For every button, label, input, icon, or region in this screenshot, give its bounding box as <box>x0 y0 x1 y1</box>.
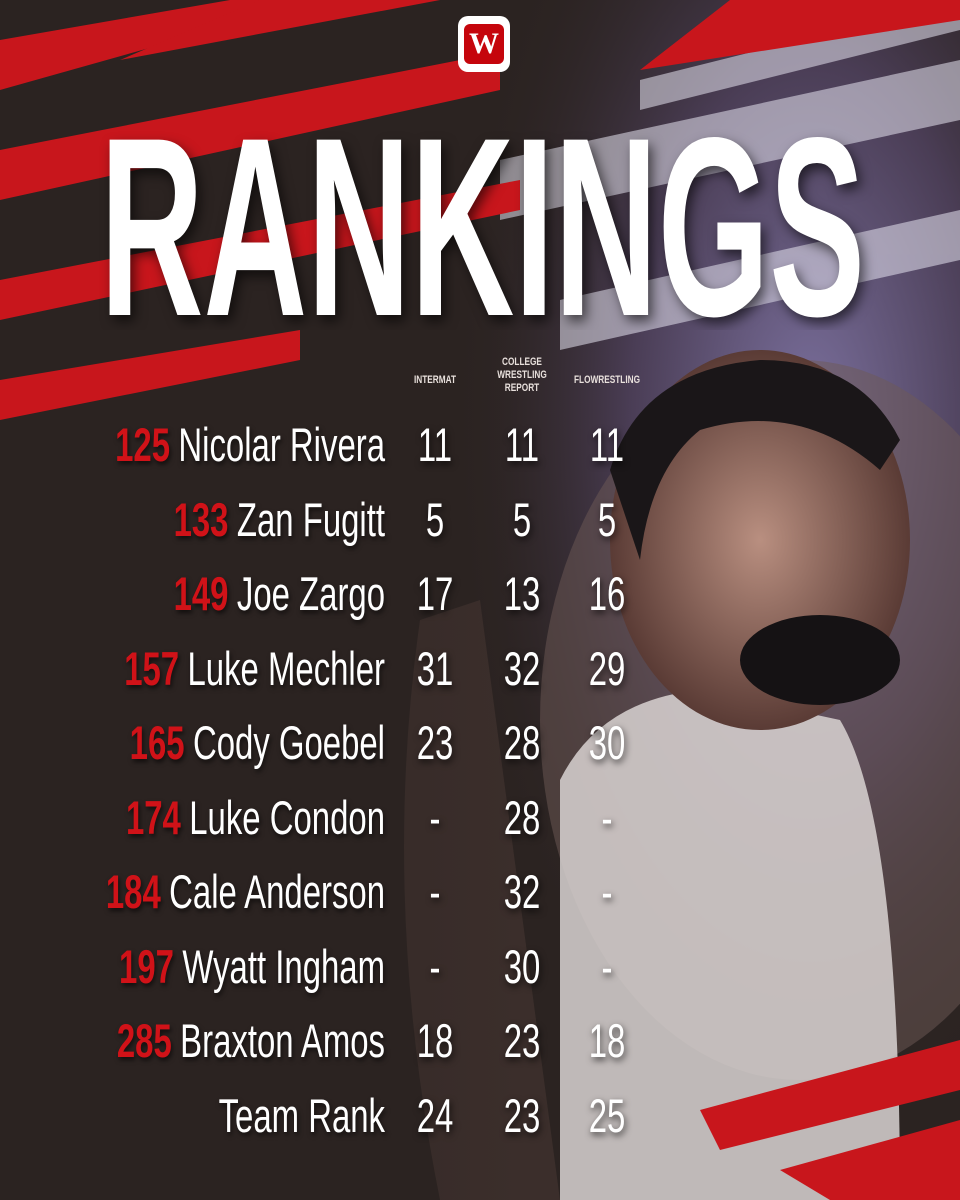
rank: 29 <box>588 641 626 695</box>
player-cell: 197 Wyatt Ingham <box>21 937 385 997</box>
rank: - <box>601 790 613 844</box>
weight-class: 174 <box>125 790 181 844</box>
rank: 17 <box>416 567 454 620</box>
rank: 25 <box>588 1088 626 1142</box>
rank: 23 <box>416 716 454 769</box>
rank: 18 <box>588 1014 626 1067</box>
rank: 28 <box>503 716 541 769</box>
rank: 32 <box>503 641 541 695</box>
rank: 23 <box>503 1014 541 1067</box>
player-cell: 174 Luke Condon <box>21 788 385 848</box>
player-name: Nicolar Rivera <box>178 418 385 471</box>
player-name: Wyatt Ingham <box>182 939 385 993</box>
rank: 28 <box>503 790 541 844</box>
player-cell: Team Rank <box>21 1086 385 1146</box>
weight-class: 165 <box>129 716 185 769</box>
player-name: Luke Condon <box>189 790 385 844</box>
column-header: COLLEGE WRESTLING REPORT <box>497 356 547 394</box>
player-cell: 125 Nicolar Rivera <box>21 415 385 475</box>
rank: 5 <box>597 492 617 546</box>
weight-class: 197 <box>119 939 174 993</box>
rank: - <box>429 790 441 844</box>
weight-class: 157 <box>124 641 180 695</box>
player-cell: 165 Cody Goebel <box>21 713 385 773</box>
player-name: Cale Anderson <box>169 865 385 918</box>
player-name: Cody Goebel <box>192 716 385 769</box>
player-cell: 133 Zan Fugitt <box>21 490 385 550</box>
rank: - <box>601 865 613 918</box>
title-box: RANKINGS <box>100 90 865 330</box>
rank: - <box>429 939 441 993</box>
player-cell: 285 Braxton Amos <box>21 1011 385 1071</box>
player-cell: 149 Joe Zargo <box>21 564 385 624</box>
player-name: Braxton Amos <box>180 1014 385 1067</box>
rank: 23 <box>503 1088 541 1142</box>
column-header: FLOWRESTLING <box>574 374 640 386</box>
player-cell: 184 Cale Anderson <box>21 862 385 922</box>
player-name: Luke Mechler <box>187 641 385 695</box>
player-name: Zan Fugitt <box>236 492 385 546</box>
logo: W <box>458 16 510 72</box>
rank: 11 <box>589 418 625 471</box>
rank: 11 <box>504 418 540 471</box>
weight-class: 149 <box>173 567 229 620</box>
rank: 30 <box>503 939 541 993</box>
weight-class: 133 <box>173 492 229 546</box>
weight-class: 184 <box>105 865 161 918</box>
player-name: Joe Zargo <box>236 567 385 620</box>
logo-text: W <box>464 24 504 64</box>
rank: 18 <box>416 1014 454 1067</box>
rank: 5 <box>425 492 445 546</box>
rank: 24 <box>416 1088 454 1142</box>
rank: 30 <box>588 716 626 769</box>
weight-class: 125 <box>115 418 171 471</box>
player-cell: 157 Luke Mechler <box>21 639 385 699</box>
rank: 16 <box>588 567 626 620</box>
title: RANKINGS <box>100 90 865 330</box>
rank: 32 <box>503 865 541 918</box>
rank: 13 <box>503 567 541 620</box>
player-name: Team Rank <box>218 1088 385 1142</box>
column-header: INTERMAT <box>413 374 456 386</box>
rank: - <box>429 865 441 918</box>
rank: 31 <box>416 641 454 695</box>
rank: 5 <box>512 492 532 546</box>
rank: 11 <box>417 418 453 471</box>
weight-class: 285 <box>116 1014 172 1067</box>
rank: - <box>601 939 613 993</box>
